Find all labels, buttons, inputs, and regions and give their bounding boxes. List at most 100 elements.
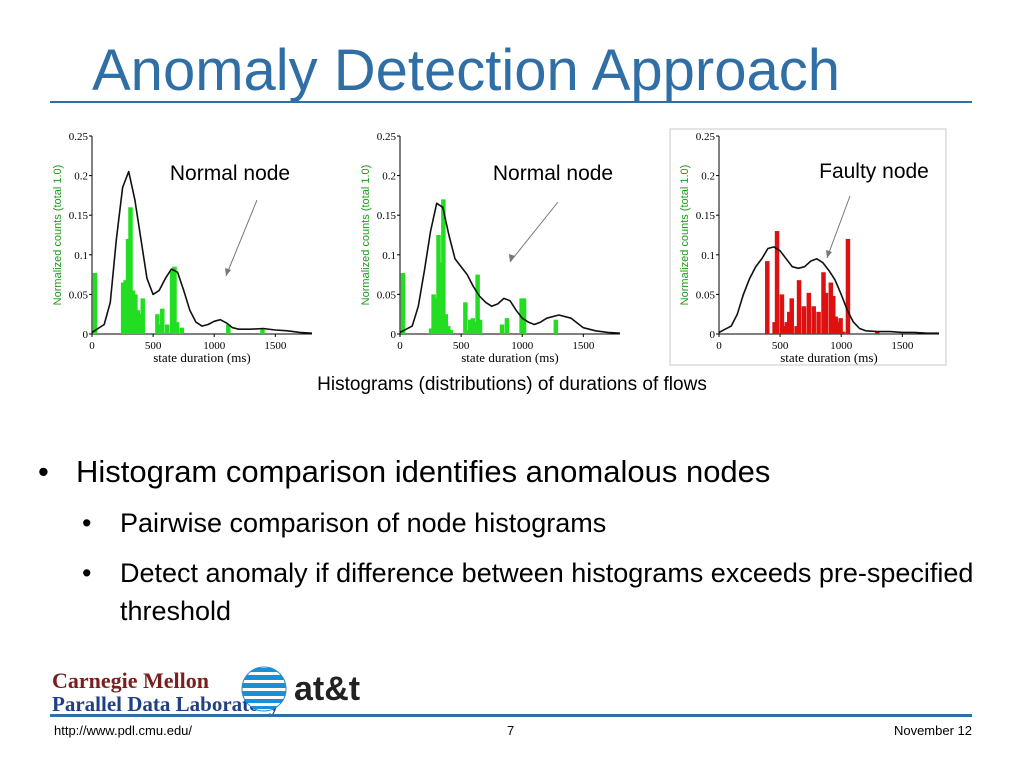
histogram-bar	[787, 311, 792, 334]
y-tick-label: 0.15	[696, 210, 716, 222]
histogram-bar	[838, 318, 843, 334]
histogram-bar	[806, 292, 812, 334]
histogram-bar	[164, 324, 170, 334]
histogram-bar	[443, 314, 449, 334]
histogram-bar	[157, 324, 163, 334]
histogram-bar	[160, 308, 165, 334]
y-tick-label: 0.1	[701, 250, 715, 262]
histogram-bar	[448, 330, 453, 334]
annotation-label: Faulty node	[819, 160, 929, 183]
histogram-bar	[174, 322, 180, 334]
y-axis-label: Normalized counts (total 1.0)	[679, 165, 691, 306]
bullet-item: • Histogram comparison identifies anomal…	[38, 452, 998, 492]
bullet-marker: •	[38, 454, 49, 489]
histogram-bar	[433, 298, 439, 334]
bullet-text: Histogram comparison identifies anomalou…	[76, 454, 771, 489]
x-tick-label: 0	[397, 340, 403, 352]
y-axis-label: Normalized counts (total 1.0)	[52, 165, 64, 306]
y-tick-label: 0.15	[69, 210, 89, 222]
annotation-arrowhead	[225, 268, 231, 276]
density-curve	[718, 246, 939, 334]
bullet-marker: •	[82, 558, 92, 588]
y-tick-label: 0.25	[696, 131, 716, 143]
y-tick-label: 0.1	[382, 250, 396, 262]
annotation-arrow	[225, 199, 258, 277]
histogram-bar	[811, 306, 816, 334]
histogram-plot-2: 0 0.05 0.1 0.15 0.2 0.25 0 500 1000 1500 state dur…	[350, 128, 628, 366]
histogram-bar	[833, 316, 838, 334]
annotation-label: Normal node	[493, 162, 613, 185]
histogram-chart-3: 0 0.05 0.1 0.15 0.2 0.25 0 500 1000 1500 state dur…	[669, 128, 947, 366]
histogram-bar	[465, 330, 471, 334]
histogram-bar	[796, 280, 802, 334]
title-underline	[50, 101, 972, 103]
histogram-bar	[172, 266, 177, 334]
histogram-bar	[463, 302, 468, 334]
density-curve	[399, 202, 621, 334]
histogram-bar	[155, 314, 160, 334]
histogram-bar	[823, 292, 829, 334]
cmu-logo-line2: Parallel Data Laboratory	[52, 692, 280, 716]
histogram-bar	[470, 318, 475, 334]
histogram-bar	[821, 272, 826, 334]
histogram-bar	[784, 322, 790, 334]
histogram-bar	[436, 235, 441, 334]
histogram-bar	[789, 298, 794, 334]
histogram-bar	[772, 322, 777, 334]
att-wordmark: at&t	[294, 670, 361, 708]
histogram-bar	[260, 329, 265, 334]
x-tick-label: 1500	[264, 340, 287, 352]
histogram-bar	[794, 326, 799, 334]
histogram-plot-3: 0 0.05 0.1 0.15 0.2 0.25 0 500 1000 1500 state dur…	[669, 128, 947, 366]
y-tick-label: 0.1	[74, 250, 88, 262]
histogram-bar	[468, 319, 473, 334]
histogram-bar	[428, 328, 434, 334]
y-tick-label: 0.25	[377, 131, 397, 143]
histogram-bar	[438, 262, 444, 334]
y-tick-label: 0.05	[377, 289, 397, 301]
histogram-bar	[801, 306, 807, 334]
histogram-bar	[130, 290, 136, 334]
x-tick-label: 1000	[511, 340, 534, 352]
x-tick-label: 0	[89, 340, 95, 352]
density-curve	[91, 170, 313, 334]
histogram-bar	[140, 298, 145, 334]
y-tick-label: 0.2	[382, 171, 396, 183]
histogram-chart-1: 0 0.05 0.1 0.15 0.2 0.25 0 500 1000 1500 state dur…	[52, 131, 313, 365]
cmu-logo-line1: Carnegie Mellon	[52, 668, 210, 693]
histogram-bar	[472, 322, 478, 334]
bullet-list: • Histogram comparison identifies anomal…	[38, 452, 998, 630]
annotation-arrow	[509, 201, 559, 263]
histogram-bar	[138, 314, 143, 334]
histogram-plot-1: 0 0.05 0.1 0.15 0.2 0.25 0 500 1000 1500 state dur…	[42, 128, 320, 366]
y-tick-label: 0	[391, 329, 397, 341]
x-tick-label: 1500	[572, 340, 595, 352]
annotation-arrowhead	[509, 254, 515, 262]
histogram-bar	[816, 311, 821, 334]
sub-bullet-text: Pairwise comparison of node histograms	[120, 508, 607, 538]
x-tick-label: 500	[453, 340, 470, 352]
histogram-bar	[125, 238, 131, 334]
histogram-bar	[477, 319, 483, 334]
x-tick-label: 1500	[891, 340, 914, 352]
x-tick-label: 500	[145, 340, 162, 352]
x-axis-label: state duration (ms)	[153, 350, 250, 365]
histogram-bar	[828, 282, 834, 334]
y-tick-label: 0.2	[74, 171, 88, 183]
histogram-bar	[774, 231, 780, 334]
y-tick-label: 0.05	[696, 289, 716, 301]
histogram-bar	[840, 331, 846, 334]
page-number: 7	[507, 723, 515, 738]
x-tick-label: 500	[772, 340, 789, 352]
histogram-bar	[133, 294, 138, 334]
footer-divider	[50, 714, 972, 717]
histogram-bar	[504, 318, 510, 334]
histogram-bar	[431, 294, 436, 334]
histogram-chart-2: 0 0.05 0.1 0.15 0.2 0.25 0 500 1000 1500 state dur…	[360, 131, 621, 365]
x-tick-label: 0	[716, 340, 722, 352]
att-globe-icon	[241, 666, 287, 712]
histogram-bar	[446, 326, 451, 334]
y-tick-label: 0.25	[69, 131, 89, 143]
y-tick-label: 0.2	[701, 171, 715, 183]
annotation-arrow	[826, 195, 851, 259]
